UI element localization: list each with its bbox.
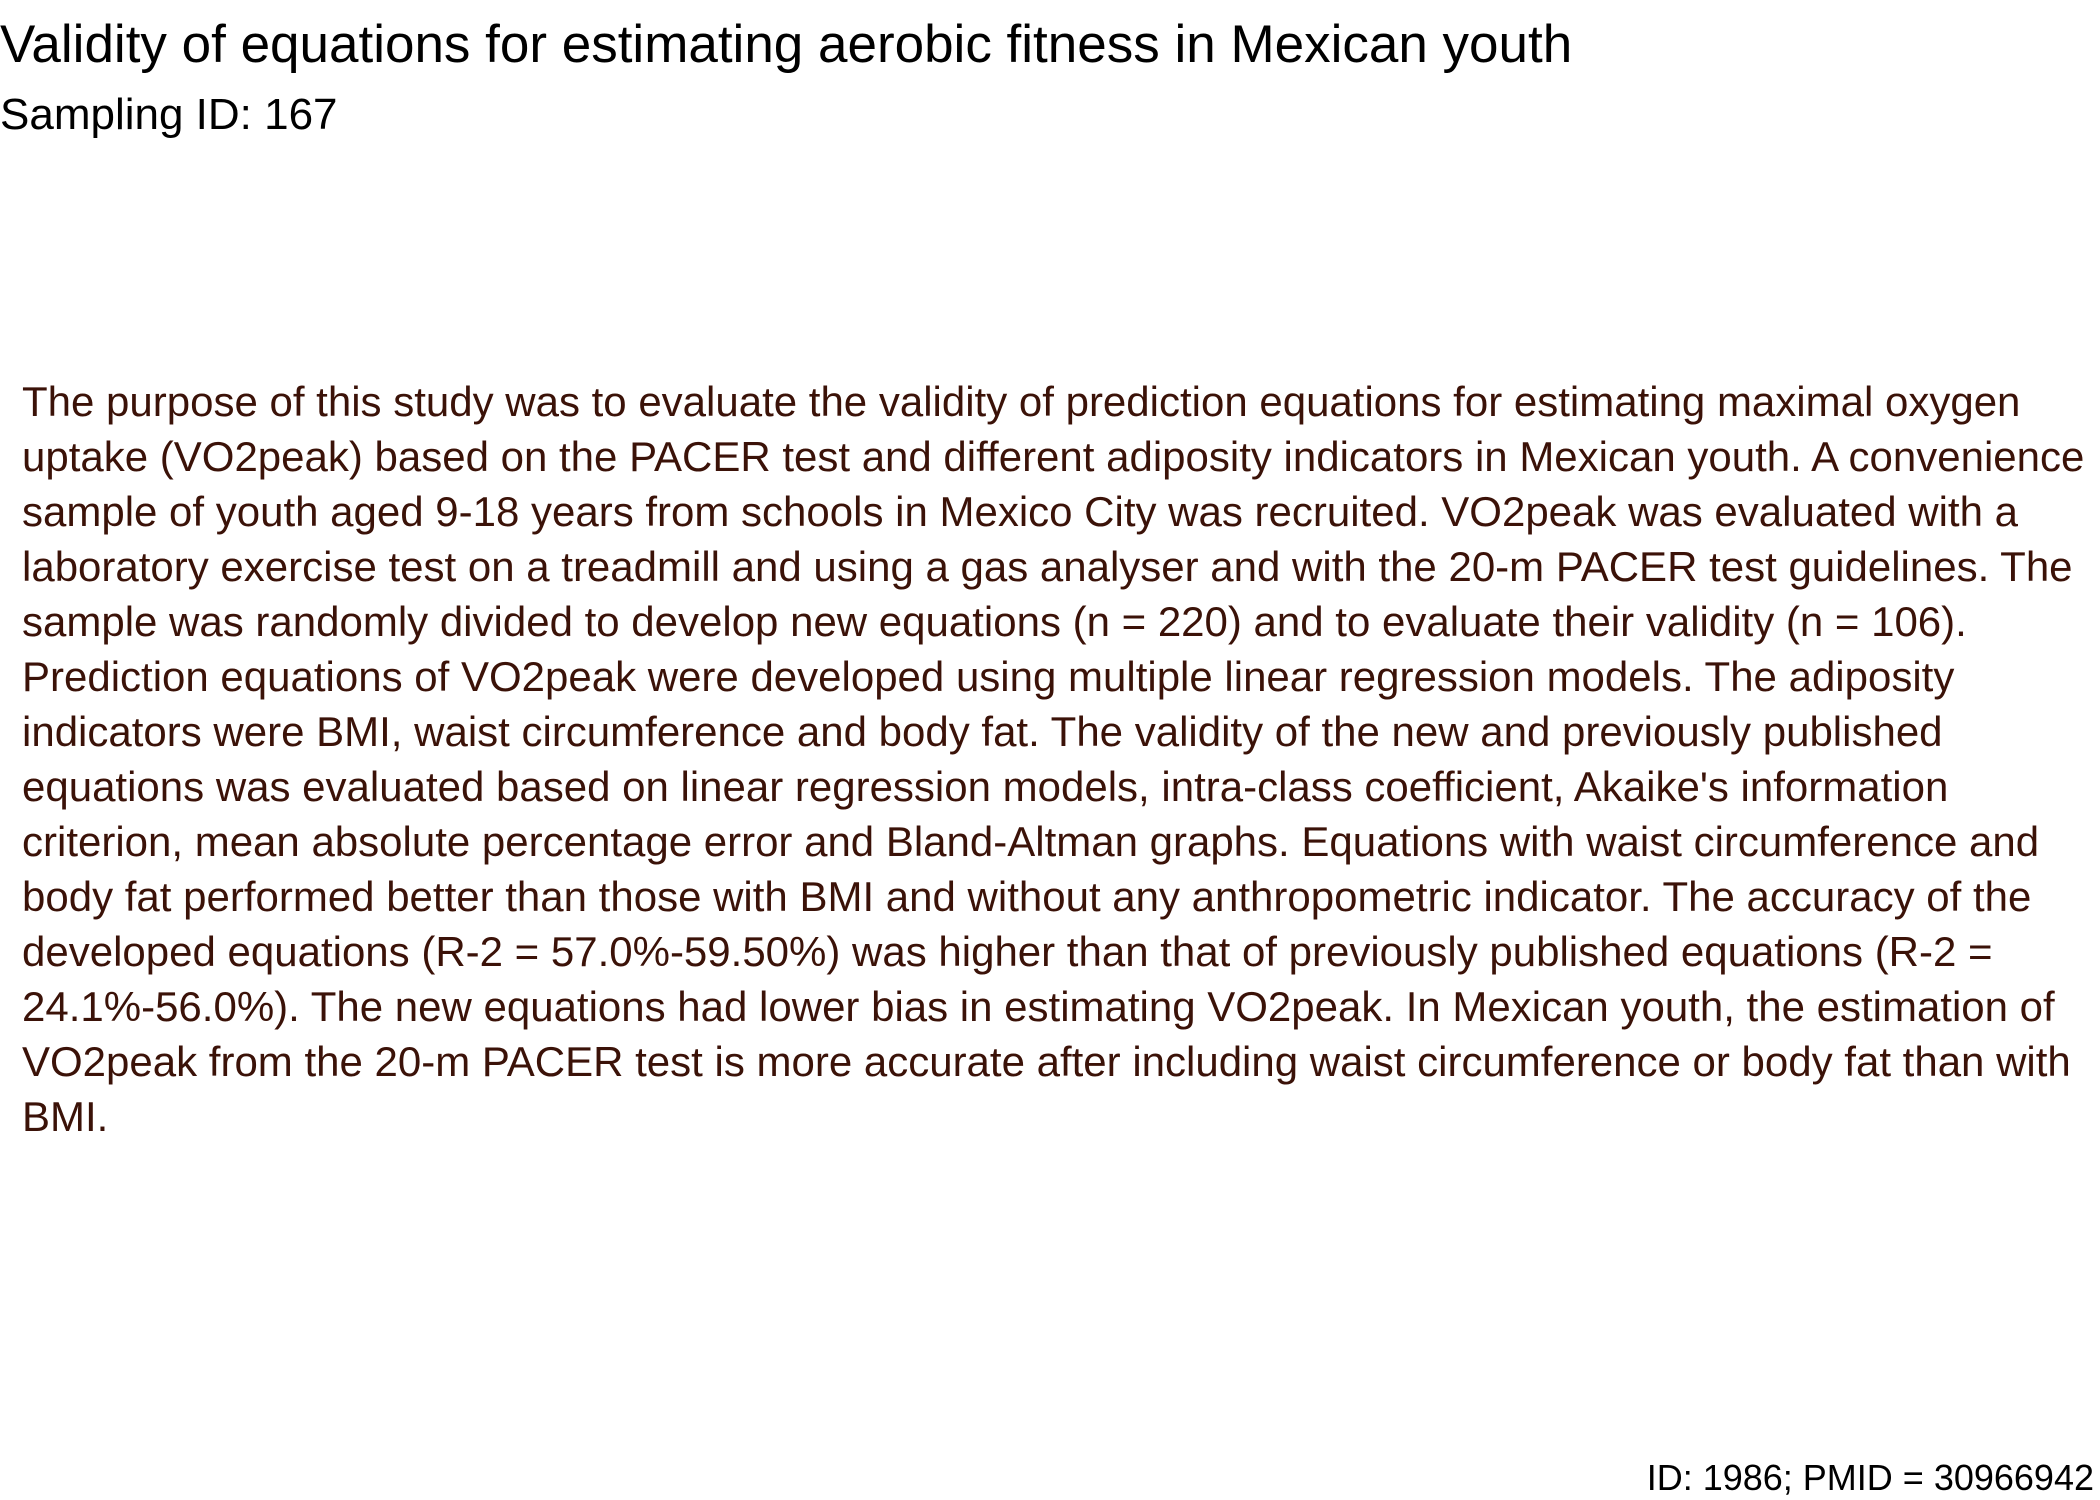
record-id-footer: ID: 1986; PMID = 30966942 <box>1646 1457 2094 1498</box>
document-title: Validity of equations for estimating aer… <box>0 15 1573 74</box>
sampling-id: Sampling ID: 167 <box>0 90 338 139</box>
abstract-text: The purpose of this study was to evaluat… <box>22 378 2085 1140</box>
